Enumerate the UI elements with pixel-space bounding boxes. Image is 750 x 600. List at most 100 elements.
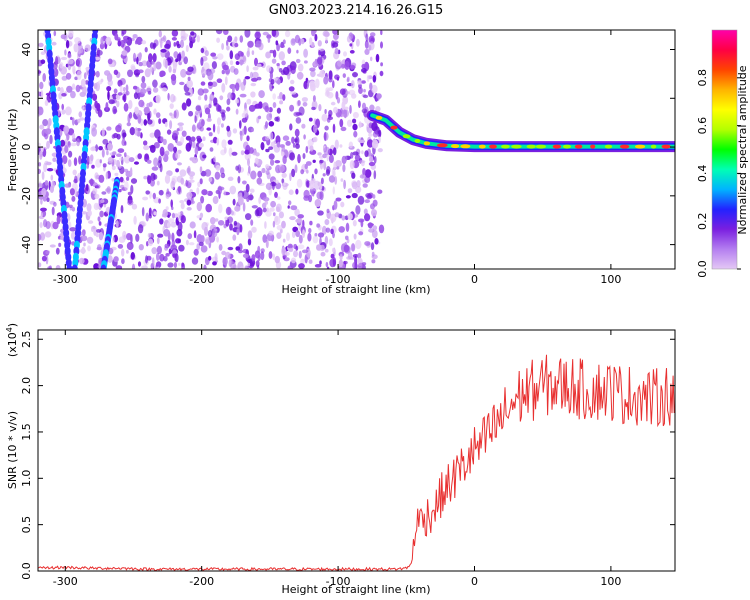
y-tick-label: 2.0: [20, 377, 33, 395]
noise-speckle: [251, 77, 258, 82]
noise-speckle: [214, 218, 219, 222]
noise-speckle: [301, 97, 308, 102]
noise-speckle: [69, 227, 77, 232]
noise-speckle: [297, 244, 305, 250]
noise-speckle: [65, 106, 72, 116]
noise-speckle: [113, 88, 118, 94]
noise-speckle: [112, 151, 117, 156]
noise-speckle: [87, 245, 91, 252]
noise-speckle: [191, 124, 196, 132]
noise-speckle: [265, 182, 273, 190]
noise-speckle: [163, 154, 169, 163]
noise-speckle: [242, 180, 247, 185]
noise-speckle: [117, 79, 123, 87]
noise-speckle: [143, 145, 150, 151]
noise-speckle: [119, 85, 123, 93]
noise-speckle: [333, 33, 339, 40]
noise-speckle: [159, 146, 165, 157]
noise-speckle: [141, 220, 146, 226]
noise-speckle: [204, 94, 208, 101]
noise-speckle: [348, 89, 356, 96]
noise-speckle: [276, 203, 282, 213]
noise-speckle: [202, 136, 206, 141]
noise-speckle: [298, 234, 303, 244]
noise-speckle: [74, 37, 81, 44]
noise-speckle: [266, 65, 272, 73]
noise-speckle: [213, 97, 218, 106]
noise-speckle: [380, 30, 383, 36]
noise-speckle: [281, 60, 286, 66]
noise-speckle: [227, 216, 234, 224]
noise-speckle: [246, 98, 252, 105]
noise-speckle: [336, 166, 340, 170]
noise-speckle: [289, 152, 295, 161]
noise-speckle: [105, 36, 112, 46]
noise-speckle: [115, 124, 122, 133]
noise-speckle: [153, 174, 158, 180]
noise-speckle: [286, 232, 290, 241]
noise-speckle: [151, 247, 158, 255]
noise-speckle: [275, 40, 279, 46]
noise-speckle: [194, 146, 199, 156]
noise-speckle: [301, 123, 306, 129]
noise-speckle: [61, 93, 67, 97]
noise-speckle: [76, 70, 82, 80]
noise-speckle: [324, 219, 330, 226]
noise-speckle: [164, 150, 170, 156]
noise-speckle: [170, 199, 173, 208]
noise-speckle: [147, 175, 152, 185]
noise-speckle: [216, 78, 223, 83]
noise-speckle: [326, 208, 330, 214]
noise-speckle: [198, 142, 204, 148]
noise-speckle: [244, 149, 250, 155]
ridge-peak: [402, 134, 411, 139]
noise-speckle: [168, 65, 172, 73]
noise-speckle: [98, 146, 103, 151]
noise-speckle: [175, 168, 180, 173]
noise-speckle: [296, 49, 299, 54]
noise-speckle: [325, 36, 328, 44]
noise-speckle: [333, 170, 336, 177]
noise-speckle: [302, 219, 305, 229]
noise-speckle: [198, 118, 205, 127]
noise-speckle: [73, 43, 79, 53]
noise-speckle: [118, 236, 126, 243]
noise-speckle: [116, 153, 122, 157]
noise-speckle: [127, 199, 134, 206]
noise-speckle: [256, 177, 263, 185]
noise-speckle: [186, 207, 192, 211]
noise-speckle: [134, 106, 140, 115]
colorbar-label: Normalized spectral amplitude: [736, 65, 749, 234]
noise-speckle: [126, 36, 133, 46]
noise-speckle: [359, 174, 366, 179]
noise-speckle: [216, 117, 222, 126]
noise-speckle: [291, 136, 295, 144]
noise-speckle: [60, 56, 68, 61]
noise-speckle: [71, 206, 76, 212]
noise-speckle: [220, 167, 225, 175]
snr-x-label: Height of straight line (km): [281, 583, 430, 596]
noise-speckle: [362, 183, 368, 188]
noise-speckle: [317, 210, 324, 216]
noise-speckle: [270, 78, 275, 85]
noise-speckle: [194, 115, 197, 123]
noise-speckle: [262, 207, 267, 213]
noise-speckle: [41, 255, 47, 262]
noise-speckle: [135, 73, 140, 78]
noise-speckle: [121, 248, 125, 257]
ridge-peak: [478, 144, 486, 149]
noise-speckle: [164, 59, 168, 69]
noise-speckle: [127, 191, 132, 196]
noise-speckle: [217, 125, 220, 135]
noise-speckle: [153, 142, 160, 149]
noise-speckle: [264, 105, 270, 113]
colorbar-tick-label: 0.2: [696, 212, 709, 230]
noise-speckle: [239, 266, 246, 269]
noise-speckle: [171, 212, 176, 219]
noise-speckle: [113, 108, 118, 114]
noise-speckle: [302, 153, 306, 159]
noise-speckle: [65, 72, 72, 80]
noise-speckle: [234, 53, 240, 60]
noise-speckle: [246, 65, 249, 73]
noise-speckle: [138, 61, 143, 67]
